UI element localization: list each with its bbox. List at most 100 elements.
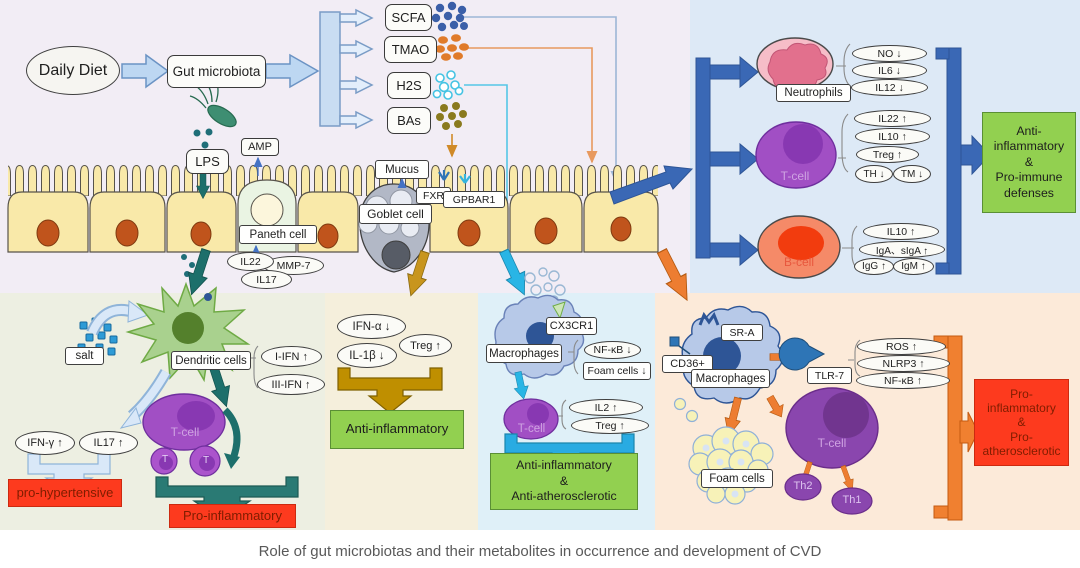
tlr7-label: TLR-7 [807, 367, 852, 384]
treg-sys-pill: Treg ↑ [856, 146, 919, 163]
cx3cr1-label: CX3CR1 [546, 317, 597, 335]
pro-inflammatory-box: Pro-inflammatory [169, 504, 296, 528]
macrophages-h2s-label: Macrophages [486, 344, 562, 363]
il2-pill: IL2 ↑ [569, 399, 643, 416]
il17-left-pill: IL17 ↑ [79, 431, 138, 455]
b-cell [757, 215, 841, 279]
pro-hypertensive-box: pro-hypertensive [8, 479, 122, 507]
il1b-pill: IL-1β ↓ [337, 343, 397, 368]
neutrophil-cell [756, 37, 834, 92]
macrophage-cx3cr1 [494, 294, 585, 379]
outcome-pro-atherosclerotic: Pro- inflammatory & Pro- atherosclerotic [974, 379, 1069, 466]
h2s-bubbles [524, 267, 566, 306]
tlr7-receptor [778, 337, 826, 371]
arrow-to-antiinflammatory [337, 367, 443, 414]
right-curly-brackets [836, 43, 858, 269]
nlrp3-pill: NLRP3 ↑ [857, 355, 950, 372]
ifn-gamma-pill: IFN-γ ↑ [15, 431, 75, 455]
immunity-outcome-bracket [935, 47, 991, 275]
t-cell-systemic [755, 121, 837, 189]
ifn-alpha-pill: IFN-α ↓ [337, 314, 406, 339]
foam-cells-cluster [688, 426, 774, 505]
ifn-i-pill: I-IFN ↑ [261, 346, 322, 367]
gut-microbiota: Gut microbiota [167, 55, 266, 88]
arrow-microbiota-to-metabolites [265, 53, 320, 89]
th1-cell [831, 487, 873, 515]
treg-h2s-pill: Treg ↑ [571, 417, 649, 434]
daily-diet: Daily Diet [26, 46, 120, 95]
paneth-cell-label: Paneth cell [239, 225, 317, 244]
goblet-cell-label: Goblet cell [359, 204, 432, 224]
t-cell-tmao [785, 387, 879, 469]
paneth-granule [250, 193, 284, 227]
arrow-to-tcell-tmao [762, 392, 789, 422]
ros-pill: ROS ↑ [857, 338, 946, 355]
bas-dots [436, 102, 467, 130]
treg-bile-pill: Treg ↑ [399, 334, 452, 357]
scfa-dots [431, 1, 468, 32]
il12-pill: IL12 ↓ [851, 79, 928, 96]
il22-sys-pill: IL22 ↑ [854, 110, 931, 127]
cd36-label: CD36+ [662, 355, 713, 373]
arrow-dendritic-to-ifn [119, 368, 172, 429]
metabolite-bas: BAs [387, 107, 431, 134]
foam-cells-label: Foam cells [701, 469, 773, 488]
igm-pill: IgM ↑ [893, 258, 934, 275]
il17-pill: IL17 [241, 270, 292, 289]
dendritic-bracket [250, 345, 259, 389]
tcell-bracket-h2s [558, 399, 567, 430]
nfkb-up-pill: NF-κB ↑ [856, 372, 950, 389]
metabolite-tmao: TMAO [384, 36, 437, 63]
systemic-branch [609, 55, 759, 267]
ifn-iii-pill: III-IFN ↑ [257, 374, 325, 395]
t-cell-left [142, 393, 226, 477]
h2s-dots [432, 70, 464, 100]
lps-flow [181, 169, 216, 299]
arrow-tmao-to-panel [651, 245, 698, 306]
th2-cell [784, 473, 822, 501]
il22-pill: IL22 [227, 252, 274, 271]
salt-label: salt [65, 347, 104, 365]
il10-b-pill: IL10 ↑ [863, 223, 939, 240]
macrophage-bracket [568, 339, 579, 375]
arrow-diet-to-microbiota [121, 53, 170, 89]
outcome-anti-inflammatory: Anti-inflammatory [330, 410, 464, 449]
iga-pill: IgA、sIgA ↑ [859, 241, 945, 258]
arrow-salt-to-dendritic [86, 300, 150, 336]
il6-pill: IL6 ↓ [852, 62, 927, 79]
foam-cells-down-label: Foam cells ↓ [583, 362, 651, 380]
gpbar1-label: GPBAR1 [443, 191, 505, 208]
igg-pill: IgG ↑ [854, 258, 894, 275]
t-cell-h2s [503, 398, 559, 440]
outcome-pro-immune: Anti- inflammatory & Pro-immune defenses [982, 112, 1076, 213]
th-pill: TH ↓ [855, 165, 893, 183]
macrophages-tmao-label: Macrophages [691, 369, 770, 388]
lipid-particles [673, 397, 699, 423]
outcome-anti-atherosclerotic: Anti-inflammatory & Anti-atherosclerotic [490, 453, 638, 510]
villi-band [8, 162, 658, 196]
splitter-bar [319, 11, 341, 127]
fxr-label: FXR [416, 187, 451, 204]
epithelium [7, 162, 659, 273]
tmao-dots [435, 34, 469, 61]
arrow-to-prohypertensive [27, 453, 111, 495]
amp-label: AMP [241, 138, 279, 156]
mucus-label: Mucus [375, 160, 429, 179]
metabolite-scfa: SCFA [385, 4, 432, 31]
sr-a-label: SR-A [721, 324, 763, 341]
arrow-epithelium-to-branch [609, 165, 694, 205]
dendritic-cells-label: Dendritic cells [171, 351, 251, 370]
neutrophils-label: Neutrophils [776, 84, 851, 102]
tm-pill: TM ↓ [893, 165, 931, 183]
bacterium [189, 79, 237, 149]
metabolite-h2s: H2S [387, 72, 431, 99]
pipeline-arrows [121, 8, 374, 130]
lps-label: LPS [186, 149, 229, 174]
arrow-tcell-proliferate [222, 407, 241, 469]
bile-receptors [438, 170, 471, 184]
cell-nuclei [36, 216, 632, 249]
nfkb-down-pill: NF-κB ↓ [584, 341, 641, 359]
goblet-nucleus [381, 240, 411, 270]
scfa-line [462, 16, 622, 184]
tmao-line [466, 47, 598, 164]
